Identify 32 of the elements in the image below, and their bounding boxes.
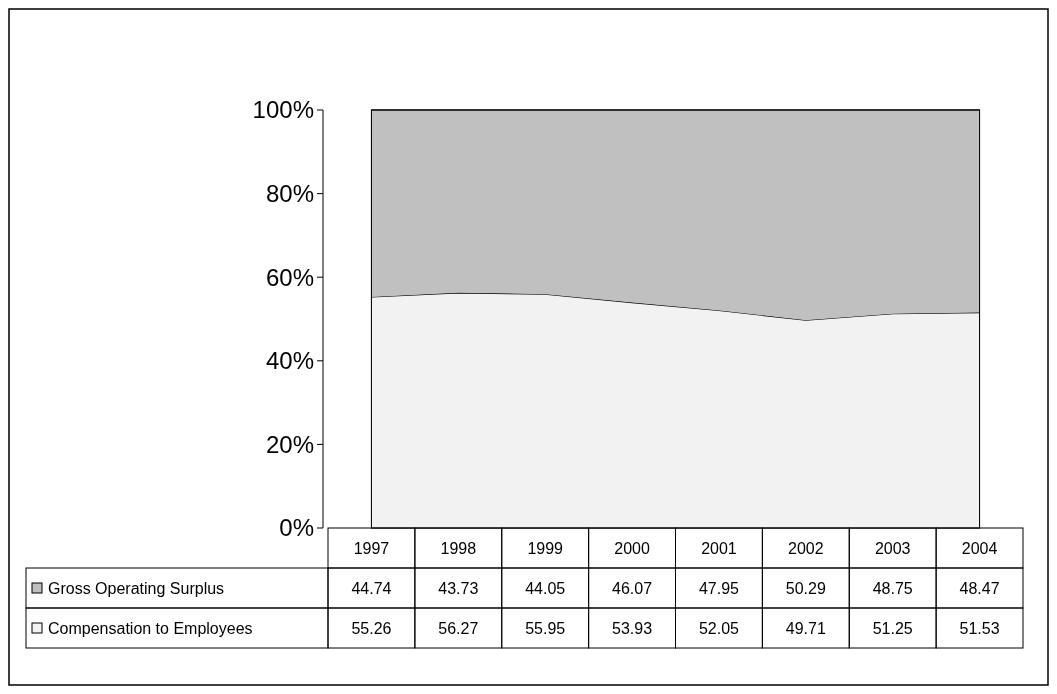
data-label: 51.53 bbox=[959, 619, 1000, 637]
data-label: 44.05 bbox=[525, 579, 566, 597]
data-label: 55.95 bbox=[525, 619, 566, 637]
data-label: 46.07 bbox=[612, 579, 653, 597]
data-label: 56.27 bbox=[438, 619, 479, 637]
data-label: 55.26 bbox=[351, 619, 392, 637]
legend-label: Gross Operating Surplus bbox=[48, 579, 225, 597]
y-tick-label: 20% bbox=[265, 430, 314, 458]
x-tick-label: 1997 bbox=[353, 539, 390, 557]
x-tick-label: 1998 bbox=[440, 539, 477, 557]
x-tick-label: 2003 bbox=[874, 539, 911, 557]
x-tick-label: 2004 bbox=[961, 539, 998, 557]
legend-label: Compensation to Employees bbox=[48, 619, 253, 637]
data-label: 48.75 bbox=[872, 579, 913, 597]
data-label: 49.71 bbox=[785, 619, 826, 637]
x-tick-label: 2000 bbox=[614, 539, 650, 557]
data-label: 50.29 bbox=[785, 579, 826, 597]
x-tick-label: 2002 bbox=[788, 539, 824, 557]
data-label: 44.74 bbox=[351, 579, 392, 597]
data-label: 53.93 bbox=[612, 619, 653, 637]
data-label: 51.25 bbox=[872, 619, 913, 637]
data-label: 48.47 bbox=[959, 579, 1000, 597]
x-tick-label: 2001 bbox=[701, 539, 737, 557]
y-tick-label: 100% bbox=[252, 96, 314, 124]
data-label: 47.95 bbox=[698, 579, 740, 597]
x-tick-label: 1999 bbox=[527, 539, 564, 557]
y-tick-label: 60% bbox=[265, 263, 314, 291]
y-tick-label: 0% bbox=[279, 514, 314, 542]
y-tick-label: 40% bbox=[265, 347, 314, 375]
data-label: 43.73 bbox=[438, 579, 479, 597]
data-label: 52.05 bbox=[698, 619, 740, 637]
y-tick-label: 80% bbox=[265, 180, 314, 207]
